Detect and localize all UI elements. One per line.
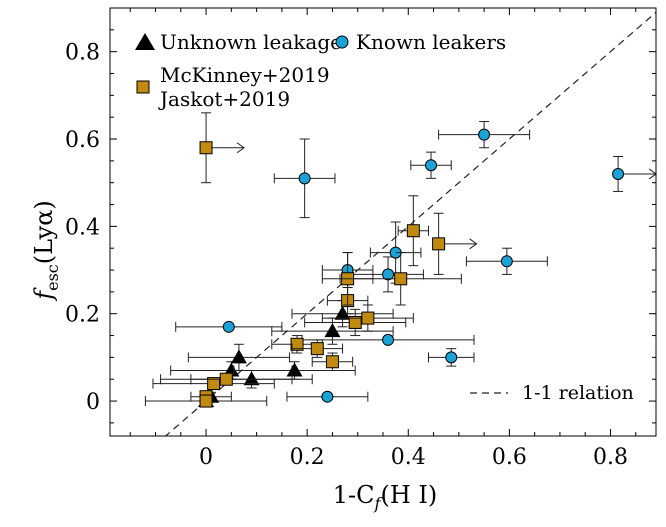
- y-tick-label: 0.2: [65, 303, 100, 328]
- circle-point: [321, 390, 334, 403]
- series-2: [152, 112, 478, 408]
- triangle-point: [286, 362, 303, 377]
- circle-point: [382, 268, 395, 281]
- legend-known-marker: [335, 35, 349, 49]
- legend-lit-label-2: Jaskot+2019: [158, 87, 290, 111]
- legend-unknown-label: Unknown leakage: [160, 30, 342, 54]
- triangle-point: [334, 305, 351, 320]
- square-point: [219, 372, 233, 386]
- square-point: [406, 224, 420, 238]
- x-axis-label: 1-Cf(H I): [333, 481, 437, 513]
- circle-point: [478, 128, 491, 141]
- square-point: [199, 141, 213, 155]
- x-tick-label: 0.8: [593, 445, 628, 470]
- x-axis-label-suffix: (H I): [380, 481, 437, 509]
- legend-relation-label: 1-1 relation: [522, 382, 634, 404]
- circle-point: [298, 172, 311, 185]
- y-axis-label-sub: esc: [43, 264, 62, 291]
- y-tick-label: 0.4: [65, 215, 100, 240]
- circle-point: [222, 320, 235, 333]
- legend-lit-label-1: McKinney+2019: [160, 63, 330, 87]
- square-point: [199, 394, 213, 408]
- circle-point: [500, 255, 513, 268]
- circle-point: [612, 167, 625, 180]
- x-tick-label: 0.6: [492, 445, 527, 470]
- y-tick-label: 0: [86, 390, 100, 415]
- triangle-point: [230, 349, 247, 364]
- legend-known-label: Known leakers: [356, 30, 506, 54]
- plot-area: [144, 11, 657, 436]
- square-point: [432, 237, 446, 251]
- limit-arrow-head: [236, 142, 245, 154]
- x-axis-label-text: 1-C: [333, 481, 375, 509]
- square-point: [394, 272, 408, 286]
- axes-frame: 0 0.2 0.4 0.6 0.8 0 0.2 0.4 0.6 0.8: [65, 7, 657, 470]
- triangle-point: [243, 371, 260, 386]
- square-point: [325, 355, 339, 369]
- y-tick-label: 0.6: [65, 128, 100, 153]
- x-tick-label: 0.4: [391, 445, 426, 470]
- circle-point: [445, 351, 458, 364]
- circle-point: [382, 333, 395, 346]
- legend-unknown-marker: [135, 33, 155, 50]
- square-point: [310, 342, 324, 356]
- x-tick-label: 0: [199, 445, 213, 470]
- series-1: [175, 121, 657, 403]
- legend: Unknown leakage Known leakers McKinney+2…: [135, 30, 634, 404]
- y-tick-label: 0.8: [65, 41, 100, 66]
- triangle-point: [324, 323, 341, 338]
- x-axis-label-sub: f: [374, 494, 384, 513]
- square-point: [207, 377, 221, 391]
- square-point: [361, 311, 375, 325]
- x-tick-label: 0.2: [290, 445, 325, 470]
- legend-lit-marker: [136, 80, 150, 94]
- y-axis-label-suffix: (Lyα): [30, 200, 58, 264]
- limit-arrow-head: [469, 238, 478, 250]
- square-point: [290, 337, 304, 351]
- square-point: [348, 315, 362, 329]
- circle-point: [425, 159, 438, 172]
- y-axis-label: fesc(Lyα): [30, 200, 62, 302]
